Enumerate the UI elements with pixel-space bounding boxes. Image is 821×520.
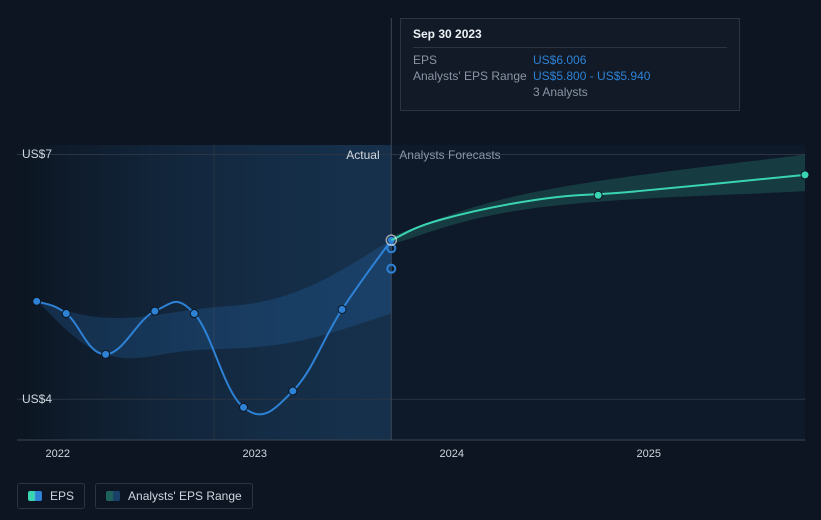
legend-item[interactable]: Analysts' EPS Range xyxy=(95,483,253,509)
tooltip-value: US$5.800 - US$5.940 xyxy=(533,69,727,83)
chart-tooltip: Sep 30 2023 EPSUS$6.006Analysts' EPS Ran… xyxy=(400,18,740,111)
x-axis-label: 2024 xyxy=(440,448,464,460)
legend-label: Analysts' EPS Range xyxy=(128,489,242,503)
x-axis-label: 2022 xyxy=(46,448,70,460)
eps-chart: US$7 US$4 Actual Analysts Forecasts 2022… xyxy=(0,0,821,520)
tooltip-key xyxy=(413,85,533,99)
section-label-forecast: Analysts Forecasts xyxy=(399,148,500,162)
tooltip-row: Analysts' EPS RangeUS$5.800 - US$5.940 xyxy=(413,68,727,84)
tooltip-key: Analysts' EPS Range xyxy=(413,69,533,83)
x-axis-label: 2025 xyxy=(637,448,661,460)
legend-swatch xyxy=(106,491,120,501)
tooltip-date: Sep 30 2023 xyxy=(413,27,727,48)
section-label-actual: Actual xyxy=(346,148,379,162)
legend-label: EPS xyxy=(50,489,74,503)
y-axis-label-7: US$7 xyxy=(22,147,52,161)
chart-legend: EPS Analysts' EPS Range xyxy=(17,483,253,509)
tooltip-key: EPS xyxy=(413,53,533,67)
y-axis-label-4: US$4 xyxy=(22,392,52,406)
tooltip-row: 3 Analysts xyxy=(413,84,727,100)
tooltip-value: 3 Analysts xyxy=(533,85,727,99)
tooltip-value: US$6.006 xyxy=(533,53,727,67)
x-axis-label: 2023 xyxy=(243,448,267,460)
legend-swatch xyxy=(28,491,42,501)
legend-item[interactable]: EPS xyxy=(17,483,85,509)
tooltip-row: EPSUS$6.006 xyxy=(413,52,727,68)
